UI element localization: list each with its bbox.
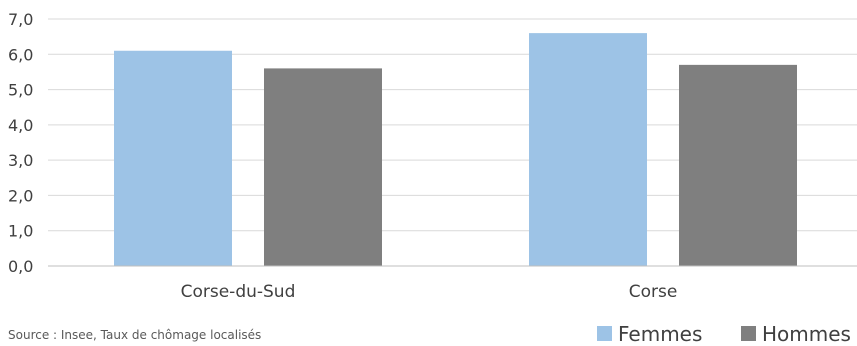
y-tick-label: 0,0 bbox=[8, 257, 33, 276]
y-tick-label: 5,0 bbox=[8, 81, 33, 100]
bar-hommes-corse bbox=[679, 64, 797, 266]
y-tick-label: 3,0 bbox=[8, 151, 33, 170]
x-category-label: Corse-du-Sud bbox=[181, 282, 296, 302]
y-tick-label: 7,0 bbox=[8, 10, 33, 29]
legend: Femmes Hommes bbox=[597, 322, 851, 346]
y-axis-tick-labels: 0,0 1,0 2,0 3,0 4,0 5,0 6,0 7,0 bbox=[8, 10, 33, 276]
legend-label-hommes: Hommes bbox=[762, 322, 851, 346]
bar-femmes-corse-du-sud bbox=[114, 50, 232, 266]
legend-label-femmes: Femmes bbox=[618, 322, 702, 346]
y-tick-label: 6,0 bbox=[8, 45, 33, 64]
y-tick-label: 2,0 bbox=[8, 186, 33, 205]
source-note: Source : Insee, Taux de chômage localisé… bbox=[8, 328, 261, 342]
bar-hommes-corse-du-sud bbox=[264, 68, 382, 267]
legend-swatch-femmes bbox=[597, 326, 612, 341]
y-tick-label: 4,0 bbox=[8, 116, 33, 135]
x-category-label: Corse bbox=[629, 282, 678, 302]
legend-swatch-hommes bbox=[741, 326, 756, 341]
bars bbox=[114, 33, 797, 267]
x-axis-category-labels: Corse-du-Sud Corse bbox=[181, 282, 678, 302]
y-tick-label: 1,0 bbox=[8, 222, 33, 241]
bar-femmes-corse bbox=[529, 33, 647, 266]
